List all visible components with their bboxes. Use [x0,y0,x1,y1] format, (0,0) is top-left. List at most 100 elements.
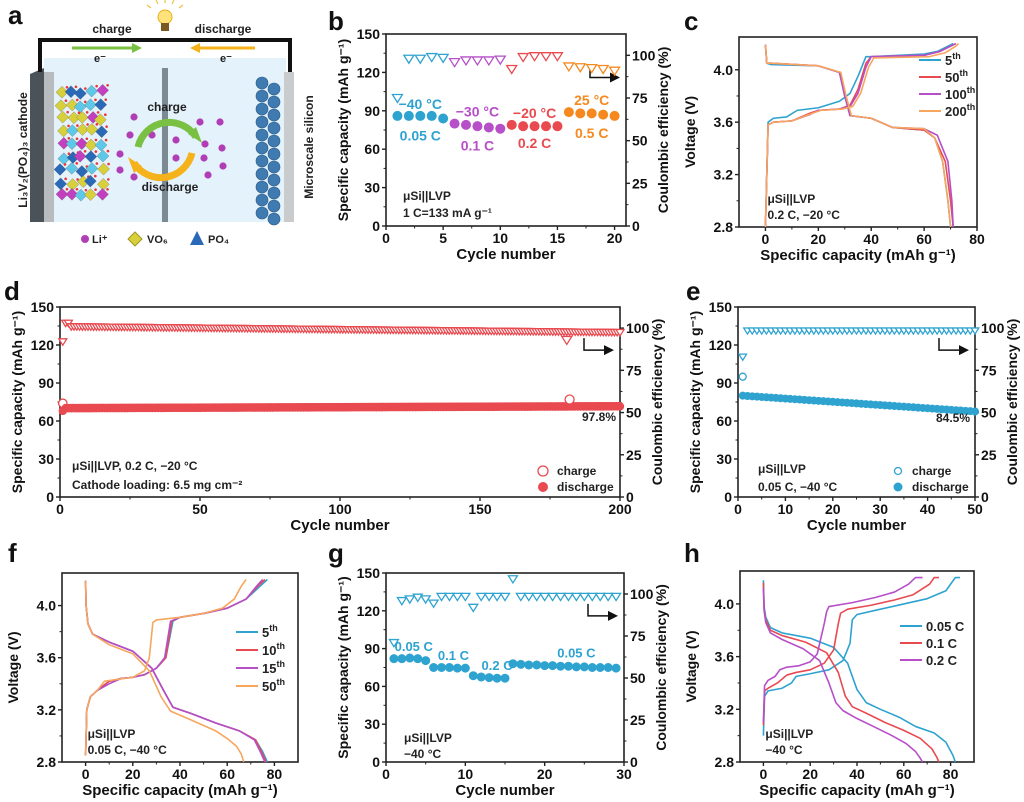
y2-tick-label: 50 [630,670,646,686]
ce-point [471,56,484,67]
rate-label: 0.1 C [438,648,470,663]
legend-label: 10th [262,641,285,658]
silicon-sphere [255,89,269,103]
y-tick-label: 0 [46,489,54,505]
ce-point [436,53,450,64]
y2-axis-title: Coulombic efficiency (%) [653,584,669,750]
capacity-point [492,673,502,683]
capacity-point [508,659,518,669]
capacity-point [405,653,415,663]
capacity-point [429,663,439,672]
y-tick-label: 60 [364,678,380,694]
oxygen-atom [95,162,99,165]
capacity-point [403,110,414,121]
ce-point [435,592,448,602]
separator [162,68,168,222]
polyhedron [96,188,109,201]
ce-point [459,592,472,602]
cathode-plate-side [30,68,44,222]
capacity-point [598,109,609,120]
silicon-sphere [255,128,269,142]
ce-point [528,52,541,62]
ce-point [448,58,461,68]
charge-outlier [564,394,575,405]
legend-discharge-marker [538,482,548,492]
y-tick-label: 3.2 [714,167,734,183]
capacity-point [524,660,534,670]
x-tick-label: 60 [896,766,912,782]
silicon-sphere [267,134,281,148]
silicon-sphere [267,160,281,174]
y-axis-title: Voltage (V) [682,96,698,168]
oxygen-atom [65,85,69,89]
capacity-point [452,663,462,673]
legend-label: 50th [945,68,968,85]
y-tick-label: 4.0 [714,62,734,78]
charge-electron-arrow [72,43,142,53]
polyhedron [57,124,70,138]
x-tick-label: 100 [328,501,352,517]
annotation: μSi||LVP [88,727,136,741]
silicon-sphere [255,180,269,194]
silicon-sphere [267,147,281,161]
discharge-point [615,402,625,411]
ce-point [515,592,527,602]
silicon-sphere [255,167,269,181]
li-ion [196,118,204,126]
ce-point [610,592,622,602]
li-ion [172,136,180,144]
polyhedron [85,123,99,136]
y-tick-label: 90 [716,375,732,391]
anode-current-collector [284,72,294,222]
polyhedron [94,138,108,152]
x-tick-label: 40 [172,766,188,782]
annotation: μSi||LVP [404,731,452,745]
oxygen-atom [94,138,98,142]
y2-tick-label: 50 [626,405,642,421]
li-ion [201,140,209,148]
panel-label-e: e [686,276,700,306]
y2-tick-label: 100 [632,47,656,63]
battery-schematic: charge discharge e⁻ e⁻ Li₃V₂(PO₄)₃ catho… [16,0,316,247]
panel-label-b: b [328,6,344,36]
y-tick-label: 30 [364,716,380,732]
x-tick-label: 60 [219,766,235,782]
capacity-point [552,121,563,132]
ce-point [531,592,543,602]
polyhedron [85,162,99,175]
oxygen-atom [94,150,98,153]
y-tick-label: 120 [31,337,55,353]
oxygen-atom [85,137,89,141]
x-tick-label: 20 [811,231,827,247]
x-tick-label: 20 [825,501,841,517]
ce-point [570,592,583,602]
annotation: 0.05 C, −40 °C [88,743,168,757]
ce-point [475,592,487,602]
x-tick-label: 0 [382,766,390,782]
capacity-point [415,110,426,121]
annotation: −40 °C [404,747,441,761]
capacity-point [476,672,486,682]
x-tick-label: 80 [969,231,985,247]
right-axis-arrow [587,603,608,617]
polyhedron [55,187,69,201]
polyhedron [65,188,79,201]
annotation: Cathode loading: 6.5 mg cm⁻² [72,478,242,492]
y-tick-label: 150 [31,299,55,315]
li-ion [130,173,138,181]
capacity-point [609,110,620,121]
y-tick-label: 3.2 [715,701,735,717]
polyhedron [94,113,107,126]
li-ion [116,150,124,158]
legend-li: Li⁺ [92,234,108,246]
y-tick-label: 30 [38,451,54,467]
y-tick-label: 4.0 [715,596,735,612]
charge-curve [764,42,960,228]
x-tick-label: 40 [863,231,879,247]
polyhedron [65,137,79,150]
discharge-point [971,407,979,416]
oxygen-atom [84,188,88,192]
oxygen-atom [95,84,98,88]
y-axis-title: Voltage (V) [5,631,21,703]
